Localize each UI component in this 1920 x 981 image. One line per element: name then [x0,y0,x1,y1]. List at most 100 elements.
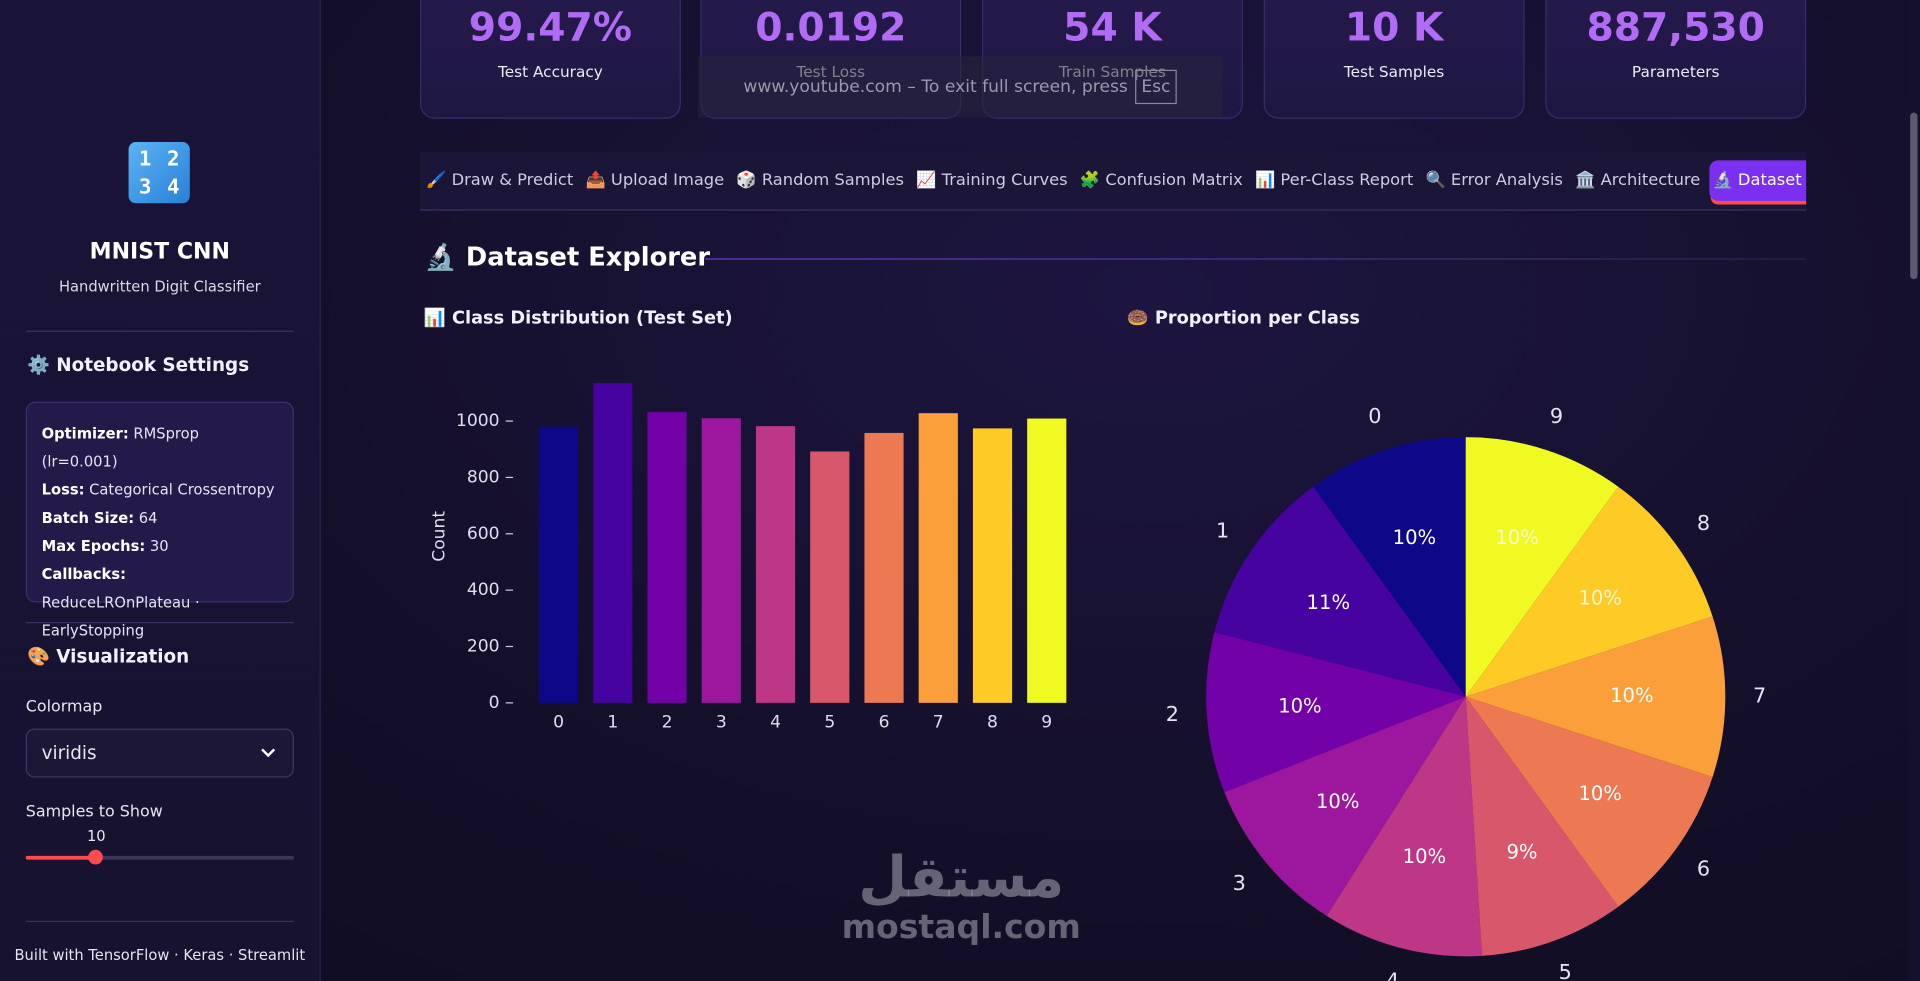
logo-digit: 2 [166,146,180,171]
slider-thumb[interactable] [88,849,103,865]
colormap-label: Colormap [25,697,103,717]
setting-value: 30 [149,537,169,555]
x-tick-label: 4 [770,712,781,732]
tab[interactable]: 🧩 Confusion Matrix [1079,171,1243,190]
tab[interactable]: 🏛️ Architecture [1575,171,1701,190]
section-rule [705,258,1807,260]
y-tick-label: 400 [467,580,500,600]
metric-value: 887,530 [1586,3,1765,51]
samples-label: Samples to Show [25,803,163,822]
y-axis-label: Count [430,511,450,562]
settings-box: Optimizer: RMSprop (lr=0.001) Loss: Categ… [25,401,294,639]
slice-percent: 10% [1393,526,1437,549]
slice-percent: 10% [1316,790,1360,813]
metric-value: 10 K [1344,3,1444,51]
slice-percent: 10% [1403,845,1447,868]
notice-key: Esc [1135,69,1177,105]
bar [647,412,687,703]
metric-card: 887,530 Parameters [1545,0,1807,119]
slice-percent: 11% [1307,591,1351,614]
setting-key: Loss: [41,481,85,499]
bar [701,418,741,703]
logo: 1 2 3 4 [128,142,190,204]
slice-percent: 10% [1610,684,1654,707]
pie-slice [1326,696,1483,957]
bar [972,428,1013,703]
slice-label: 9 [1550,404,1563,428]
x-tick-label: 1 [607,712,618,732]
x-tick-label: 2 [662,712,673,732]
tab[interactable]: 📈 Training Curves [916,171,1068,190]
watermark: مستقل mostaql.com [833,845,1090,947]
tab[interactable]: 🎲 Random Samples [736,171,904,190]
metric-value: 0.0192 [755,3,907,51]
tab[interactable]: 🖌️ Draw & Predict [426,171,574,190]
chart-title: 🍩 Proportion per Class [1126,308,1360,329]
app-title: MNIST CNN [89,238,230,265]
bar [538,426,579,703]
pie-slice [1206,632,1466,793]
scrollbar-thumb[interactable] [1910,112,1918,280]
colormap-select[interactable]: viridis [25,728,294,778]
slice-label: 2 [1166,702,1179,726]
logo-digit: 3 [138,174,152,199]
pie-slice [1465,696,1619,956]
pie-slice [1465,486,1713,697]
pie-slice [1465,616,1726,777]
pie-slice [1313,437,1466,697]
select-value: viridis [41,742,97,765]
pie-slice [1465,696,1713,907]
watermark-latin: mostaql.com [841,908,1081,947]
x-tick-label: 3 [716,712,727,732]
tab[interactable]: 🔬 Dataset Explorer [1708,160,1807,201]
settings-title: ⚙️ Notebook Settings [26,353,250,376]
app-subtitle: Handwritten Digit Classifier [58,277,261,296]
logo-digit: 1 [138,146,152,171]
setting-row: Loss: Categorical Crossentropy [42,476,278,504]
setting-value: RMSprop (lr=0.001) [41,424,199,471]
slice-label: 3 [1233,871,1246,895]
x-tick-label: 8 [987,712,998,732]
pie-slice [1465,437,1619,697]
tab[interactable]: 📊 Per-Class Report [1254,171,1414,190]
metric-label: Parameters [1631,62,1720,81]
bar [1027,418,1067,703]
tab[interactable]: 📤 Upload Image [585,171,725,190]
tab-bar: 🖌️ Draw & Predict 📤 Upload Image 🎲 Random … [420,151,1807,211]
setting-row: Max Epochs: 30 [42,533,278,561]
viz-title: 🎨 Visualization [26,645,190,668]
bar [810,451,850,703]
slice-percent: 10% [1578,587,1622,610]
logo-digit: 4 [166,174,180,199]
slice-label: 4 [1386,968,1399,980]
divider [25,920,294,923]
slice-label: 7 [1753,684,1766,708]
metric-value: 99.47% [468,3,633,51]
slider-track[interactable] [25,855,294,860]
y-tick-label: 800 [467,467,500,487]
y-tick-label: 200 [467,637,500,657]
slice-label: 8 [1697,511,1710,535]
setting-row: Callbacks: ReduceLROnPlateau · EarlyStop… [42,561,278,645]
fullscreen-notice: www.youtube.com – To exit full screen, p… [697,56,1223,118]
slice-percent: 9% [1506,841,1537,864]
x-tick-label: 7 [933,712,944,732]
slider-fill [25,855,96,860]
setting-key: Optimizer: [41,424,129,443]
chevron [261,748,276,758]
tab[interactable]: 🔍 Error Analysis [1425,171,1563,190]
chart-title: 📊 Class Distribution (Test Set) [423,308,733,329]
metric-card: 10 K Test Samples [1263,0,1525,119]
setting-key: Callbacks: [41,565,126,583]
setting-value: Categorical Crossentropy [89,481,275,499]
metric-label: Test Samples [1343,62,1445,81]
pie-slice [1214,486,1466,697]
setting-key: Max Epochs: [41,537,146,555]
y-tick-label: 600 [467,524,500,544]
slice-percent: 10% [1578,782,1622,805]
divider [25,330,294,332]
metric-value: 54 K [1063,3,1162,51]
slice-label: 6 [1697,856,1710,880]
